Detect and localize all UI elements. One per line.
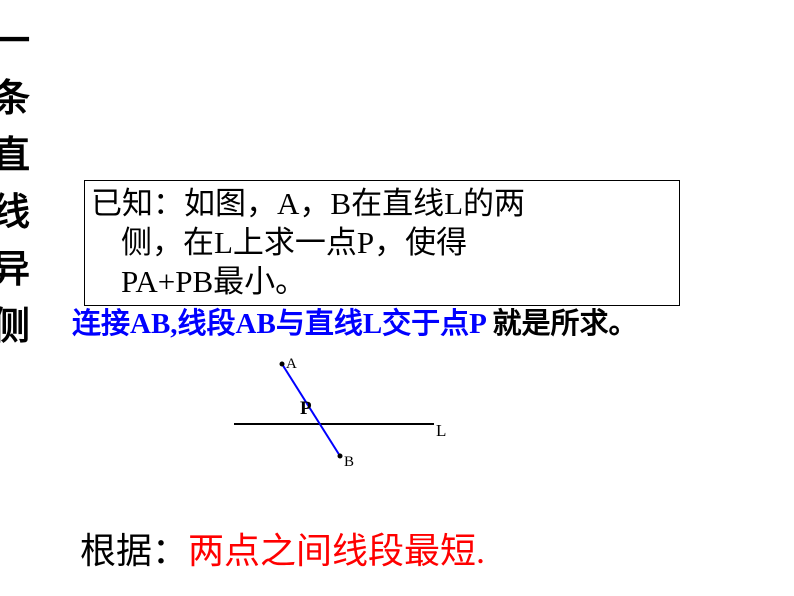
svg-text:B: B — [344, 454, 354, 470]
problem-line1: 已知：如图，A，B在直线L的两 — [91, 185, 673, 224]
problem-line3: PA+PB最小。 — [91, 263, 673, 302]
vchar: 一 — [0, 14, 22, 71]
solution-text: 连接AB,线段AB与直线L交于点P 就是所求。 — [72, 306, 638, 344]
svg-text:L: L — [436, 421, 446, 440]
geometry-diagram: L A B P — [224, 354, 464, 484]
basis-text: 根据：两点之间线段最短. — [80, 530, 485, 573]
problem-line2: 侧，在L上求一点P，使得 — [91, 224, 673, 263]
vchar: 侧 — [0, 299, 22, 356]
left-vertical-title: 一 条 直 线 异 侧 — [0, 14, 22, 356]
basis-red: 两点之间线段最短. — [188, 531, 485, 571]
basis-prefix: 根据： — [80, 531, 188, 571]
solution-black: 就是所求。 — [485, 308, 637, 340]
vchar: 直 — [0, 128, 22, 185]
vchar: 条 — [0, 71, 22, 128]
problem-statement-box: 已知：如图，A，B在直线L的两 侧，在L上求一点P，使得 PA+PB最小。 — [84, 180, 680, 306]
solution-blue: 连接AB,线段AB与直线L交于点P — [72, 308, 485, 340]
vchar: 线 — [0, 185, 22, 242]
vchar: 异 — [0, 242, 22, 299]
svg-text:P: P — [300, 398, 312, 419]
svg-text:A: A — [286, 356, 297, 372]
